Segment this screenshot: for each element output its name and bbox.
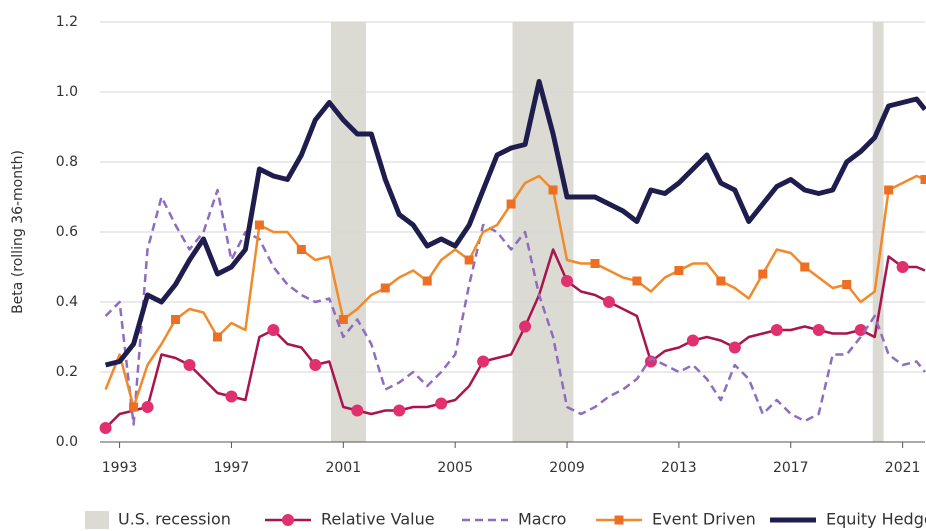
y-tick-label: 1.2 [56, 14, 78, 30]
series-line [104, 79, 926, 368]
marker [254, 220, 264, 230]
x-tick-label: 1993 [102, 460, 138, 476]
marker [309, 359, 322, 371]
marker [812, 324, 825, 336]
x-tick-label: 1997 [214, 460, 250, 476]
legend-marker [282, 514, 294, 526]
marker [632, 276, 642, 286]
marker [380, 283, 390, 293]
marker [225, 390, 238, 403]
marker [561, 275, 574, 287]
legend-label: Macro [518, 510, 566, 529]
y-tick-label: 0.0 [56, 434, 78, 450]
marker [296, 245, 306, 254]
marker [842, 280, 852, 289]
legend-marker [614, 515, 624, 525]
y-tick-label: 0.8 [56, 154, 78, 170]
marker [770, 324, 783, 336]
marker [602, 296, 615, 308]
legend: U.S. recession Relative Value Macro Event D… [85, 510, 926, 529]
marker [129, 402, 139, 412]
marker [896, 261, 909, 273]
y-tick-label: 0.6 [56, 224, 78, 240]
marker [854, 324, 867, 336]
marker [267, 324, 280, 336]
legend-swatch [85, 511, 109, 529]
marker [686, 334, 699, 347]
marker [99, 422, 112, 434]
series-line [104, 174, 926, 409]
marker [183, 359, 196, 371]
x-tick-label: 2005 [437, 460, 473, 476]
legend-label: Equity Hedge [826, 510, 926, 529]
y-tick-label: 0.4 [56, 294, 78, 310]
x-tick-label: 2001 [325, 460, 361, 476]
y-tick-label: 1.0 [56, 84, 78, 100]
marker [920, 175, 926, 184]
marker [884, 185, 894, 195]
marker [590, 259, 600, 268]
marker [141, 401, 154, 413]
legend-label: Relative Value [321, 510, 435, 529]
x-tick-label: 2013 [661, 460, 697, 476]
legend-label: U.S. recession [118, 510, 231, 529]
marker [728, 341, 741, 354]
marker [393, 404, 406, 417]
marker [422, 276, 432, 286]
legend-label: Event Driven [652, 510, 756, 529]
marker [519, 320, 532, 333]
series-line [104, 188, 926, 426]
marker [477, 355, 490, 368]
series-line [104, 248, 926, 429]
x-tick-label: 2009 [549, 460, 585, 476]
marker [800, 262, 810, 272]
marker [758, 269, 768, 279]
marker [674, 266, 684, 275]
y-tick-label: 0.2 [56, 364, 78, 380]
x-tick-label: 2021 [885, 460, 921, 476]
marker [351, 404, 364, 417]
marker [464, 255, 474, 265]
marker [716, 276, 726, 286]
marker [212, 332, 222, 342]
marker [548, 185, 558, 195]
marker [171, 315, 181, 324]
y-axis-label: Beta (rolling 36-month) [10, 150, 26, 314]
marker [506, 199, 516, 209]
x-tick-label: 2017 [773, 460, 809, 476]
marker [338, 315, 348, 324]
marker [435, 397, 448, 410]
